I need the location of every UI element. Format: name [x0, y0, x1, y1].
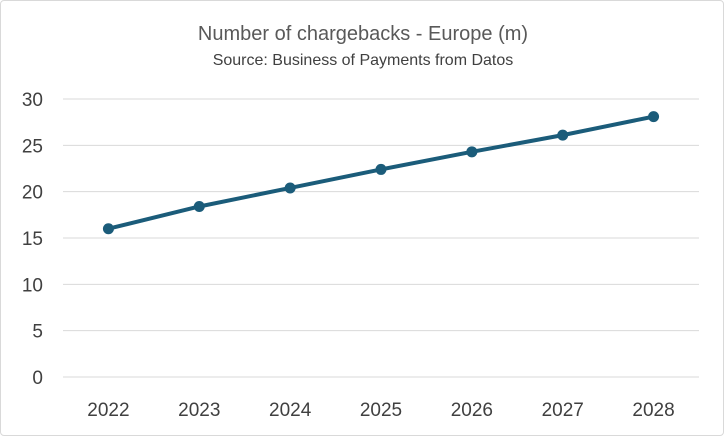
y-tick-label: 15 — [22, 229, 43, 250]
series-layer — [102, 111, 660, 235]
x-tick-label: 2026 — [451, 400, 493, 421]
y-tick-label: 0 — [32, 368, 43, 389]
y-tick-label: 5 — [32, 322, 43, 343]
x-tick-label: 2022 — [87, 400, 129, 421]
x-tick-label: 2023 — [178, 400, 220, 421]
data-point — [648, 111, 660, 123]
y-tick-label: 10 — [22, 275, 43, 296]
chart-title: Number of chargebacks - Europe (m) — [198, 23, 528, 45]
data-point — [102, 223, 114, 235]
chart-subtitle: Source: Business of Payments from Datos — [213, 52, 514, 69]
y-axis-ticks: 0 5 10 15 20 25 30 — [22, 90, 43, 389]
data-point — [466, 146, 478, 158]
x-tick-label: 2025 — [360, 400, 402, 421]
y-tick-label: 25 — [22, 136, 43, 157]
y-tick-label: 30 — [22, 90, 43, 111]
y-tick-label: 20 — [22, 183, 43, 204]
x-tick-label: 2028 — [632, 400, 674, 421]
x-tick-label: 2027 — [542, 400, 584, 421]
x-axis-ticks: 2022 2023 2024 2025 2026 2027 2028 — [87, 400, 674, 421]
data-point — [193, 200, 205, 212]
data-point — [557, 129, 569, 141]
data-point — [375, 163, 387, 175]
x-tick-label: 2024 — [269, 400, 312, 421]
data-point — [284, 182, 296, 194]
grid-layer — [63, 98, 699, 378]
